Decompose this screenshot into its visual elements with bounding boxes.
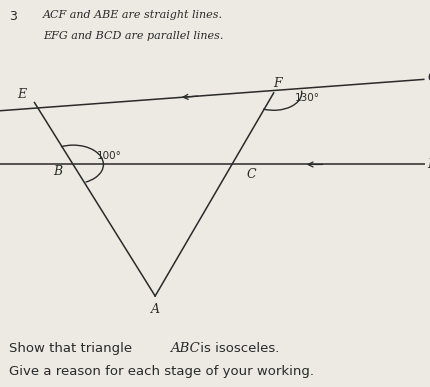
Text: G: G — [426, 71, 430, 84]
Text: Give a reason for each stage of your working.: Give a reason for each stage of your wor… — [9, 365, 313, 378]
Text: ABC: ABC — [170, 342, 200, 356]
Text: 100°: 100° — [97, 151, 122, 161]
Text: EFG and BCD are parallel lines.: EFG and BCD are parallel lines. — [43, 31, 223, 41]
Text: D: D — [426, 158, 430, 171]
Text: C: C — [246, 168, 255, 181]
Text: A: A — [150, 303, 159, 316]
Text: Show that triangle: Show that triangle — [9, 342, 136, 356]
Text: is isosceles.: is isosceles. — [196, 342, 279, 356]
Text: F: F — [272, 77, 281, 90]
Text: ACF and ABE are straight lines.: ACF and ABE are straight lines. — [43, 10, 223, 20]
Text: 130°: 130° — [294, 92, 319, 103]
Text: E: E — [17, 87, 26, 101]
Text: 3: 3 — [9, 10, 16, 23]
Text: B: B — [53, 165, 63, 178]
